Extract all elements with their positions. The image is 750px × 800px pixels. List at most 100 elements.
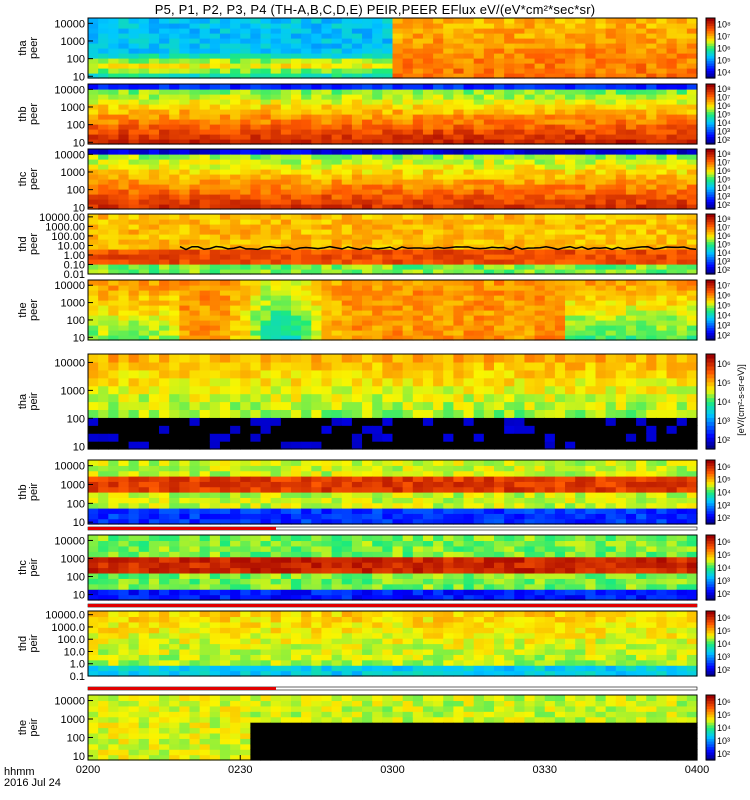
heatmap-cell (240, 38, 251, 44)
heatmap-cell (666, 249, 678, 255)
heatmap-cell (575, 214, 586, 220)
heatmap-cell (504, 179, 515, 185)
heatmap-cell (169, 361, 180, 371)
heatmap-cell (615, 23, 627, 29)
heatmap-cell (524, 48, 536, 54)
heatmap-cell (656, 280, 668, 286)
heatmap-cell (392, 310, 404, 316)
heatmap-cell (605, 401, 617, 411)
heatmap-cell (118, 224, 130, 230)
heatmap-cell (463, 23, 475, 29)
heatmap-cell (159, 259, 170, 265)
heatmap-cell (250, 354, 262, 363)
heatmap-cell (301, 204, 312, 210)
heatmap-cell (118, 280, 130, 286)
heatmap-cell (392, 335, 404, 341)
heatmap-cell (575, 249, 586, 255)
heatmap-cell (128, 513, 140, 520)
heatmap-cell (615, 199, 627, 205)
heatmap-cell (615, 259, 627, 265)
heatmap-cell (392, 68, 404, 74)
heatmap-cell (280, 393, 292, 403)
y-tick-label: 10 (73, 332, 85, 344)
heatmap-cell (656, 114, 668, 120)
heatmap-cell (169, 280, 180, 286)
colorbar-segment (706, 433, 715, 438)
heatmap-cell (504, 159, 515, 165)
heatmap-cell (321, 104, 333, 110)
heatmap-cell (443, 119, 454, 125)
heatmap-cell (636, 73, 647, 79)
heatmap-cell (301, 99, 312, 105)
heatmap-cell (443, 43, 454, 49)
heatmap-cell (108, 73, 120, 79)
colorbar-segment (706, 75, 715, 79)
heatmap-cell (128, 38, 140, 44)
heatmap-cell (595, 114, 607, 120)
heatmap-cell (453, 124, 465, 130)
heatmap-cell (219, 194, 231, 200)
heatmap-cell (321, 508, 333, 514)
heatmap-cell (534, 249, 546, 255)
heatmap-cell (676, 48, 688, 54)
heatmap-cell (240, 84, 251, 90)
heatmap-cell (351, 305, 363, 311)
heatmap-cell (98, 377, 109, 387)
heatmap-cell (443, 189, 454, 195)
heatmap-cell (595, 290, 607, 296)
heatmap-cell (412, 109, 424, 115)
heatmap-cell (433, 109, 444, 115)
heatmap-cell (88, 330, 99, 336)
heatmap-cell (189, 84, 201, 90)
heatmap-cell (382, 119, 394, 125)
heatmap-cell (494, 119, 505, 125)
heatmap-cell (351, 385, 363, 395)
heatmap-cell (270, 361, 282, 371)
colorbar-segment (706, 315, 715, 319)
heatmap-cell (666, 409, 678, 418)
heatmap-cell (159, 300, 170, 306)
heatmap-cell (169, 377, 180, 387)
heatmap-cell (453, 174, 465, 180)
heatmap-cell (615, 159, 627, 165)
heatmap-cell (321, 214, 333, 220)
heatmap-cell (351, 53, 363, 59)
heatmap-cell (331, 73, 343, 79)
heatmap-cell (453, 361, 465, 371)
heatmap-cell (341, 354, 353, 363)
heatmap-cell (494, 234, 505, 240)
heatmap-cell (270, 239, 282, 245)
heatmap-cell (341, 239, 353, 245)
colorbar-tick-label: 10⁶ (717, 101, 731, 111)
heatmap-cell (686, 94, 698, 100)
heatmap-cell (575, 154, 586, 160)
heatmap-cell (88, 63, 99, 69)
heatmap-cell (422, 194, 434, 200)
heatmap-cell (301, 518, 312, 525)
heatmap-cell (554, 43, 566, 49)
heatmap-cell (291, 361, 302, 371)
heatmap-cell (676, 28, 688, 34)
heatmap-cell (260, 401, 272, 411)
colorbar-segment (706, 186, 715, 190)
heatmap-cell (453, 68, 465, 74)
heatmap-cell (209, 214, 221, 220)
heatmap-cell (646, 325, 657, 331)
heatmap-cell (362, 129, 373, 135)
heatmap-cell (494, 204, 505, 210)
heatmap-cell (159, 508, 170, 514)
heatmap-cell (148, 53, 160, 59)
heatmap-cell (605, 354, 617, 363)
heatmap-cell (179, 224, 191, 230)
heatmap-cell (636, 114, 647, 120)
heatmap-cell (494, 154, 505, 160)
heatmap-cell (646, 164, 657, 170)
heatmap-cell (656, 23, 668, 29)
y-tick-label: 1.00 (64, 250, 85, 262)
heatmap-cell (189, 58, 201, 64)
heatmap-cell (138, 189, 150, 195)
heatmap-cell (250, 385, 262, 395)
heatmap-cell (494, 129, 505, 135)
heatmap-cell (483, 254, 495, 260)
heatmap-cell (646, 134, 657, 140)
